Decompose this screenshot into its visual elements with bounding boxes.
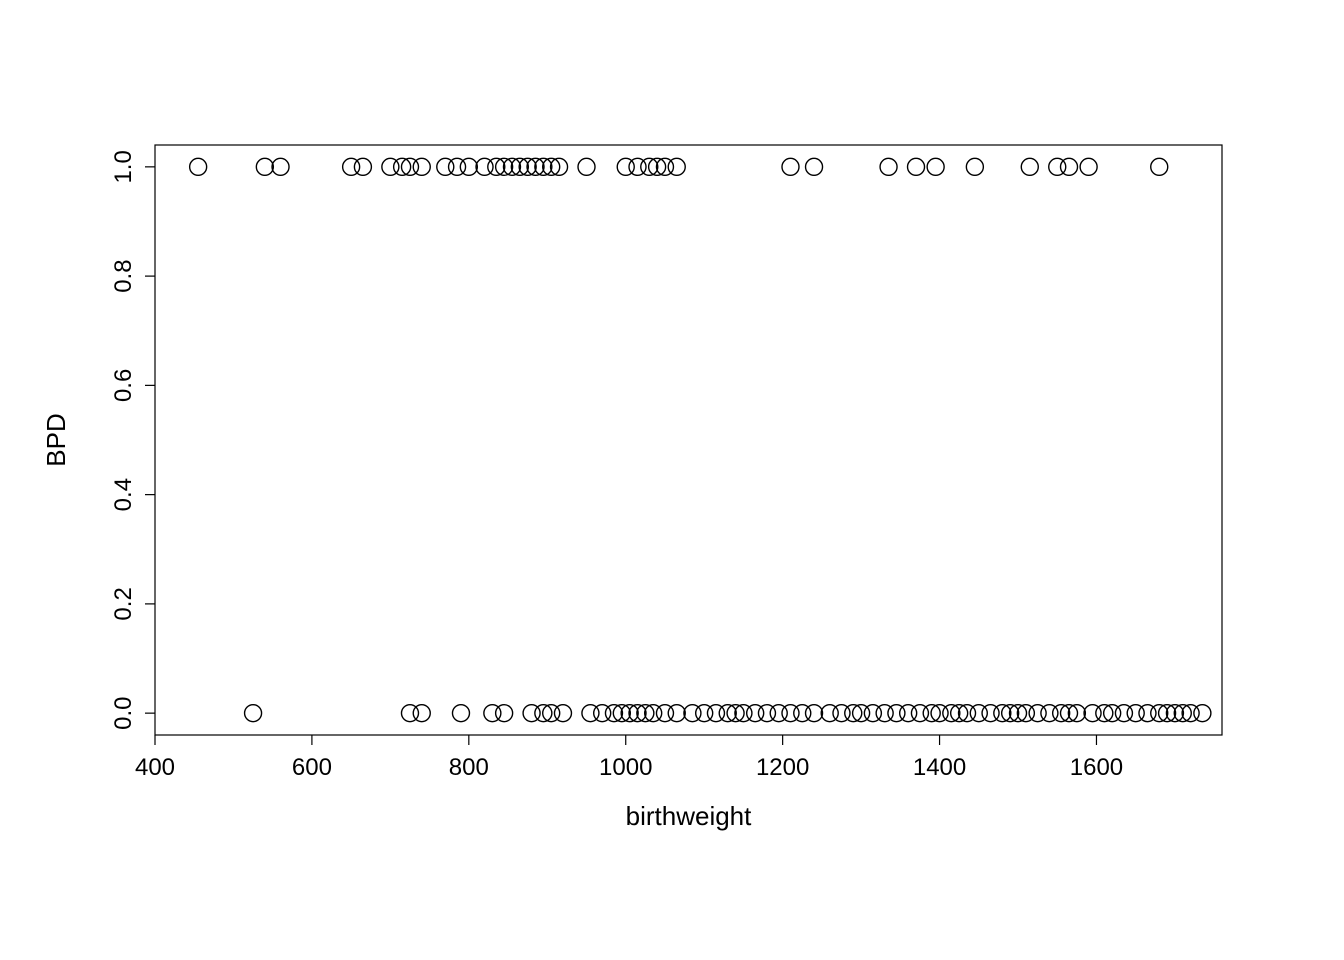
y-tick-label: 0.0: [110, 696, 137, 729]
chart-svg: 400 600 800 1000 1200 1400 1600 0.0 0.2 0.4 0.6 0.8…: [0, 0, 1344, 960]
x-tick-label: 800: [449, 754, 489, 781]
x-tick-label: 400: [135, 754, 175, 781]
x-tick-label: 1200: [756, 754, 809, 781]
x-tick-label: 1400: [913, 754, 966, 781]
y-tick-label: 1.0: [110, 150, 137, 183]
x-tick-label: 1600: [1070, 754, 1123, 781]
scatter-chart: 400 600 800 1000 1200 1400 1600 0.0 0.2 0.4 0.6 0.8…: [0, 0, 1344, 960]
x-tick-label: 1000: [599, 754, 652, 781]
y-tick-label: 0.6: [110, 369, 137, 402]
y-axis-label: BPD: [41, 413, 71, 466]
x-tick-label: 600: [292, 754, 332, 781]
y-tick-label: 0.2: [110, 587, 137, 620]
y-tick-label: 0.8: [110, 259, 137, 292]
y-tick-label: 0.4: [110, 478, 137, 511]
x-axis-label: birthweight: [626, 801, 753, 831]
